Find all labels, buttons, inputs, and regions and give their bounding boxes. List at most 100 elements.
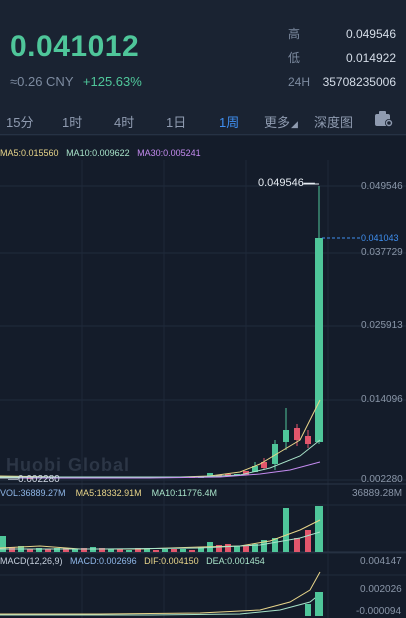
caret-down-icon: ◢ xyxy=(291,119,298,129)
volume-bar xyxy=(261,540,267,552)
candle xyxy=(272,444,278,464)
volume-bar xyxy=(153,550,159,552)
volume-bar xyxy=(27,549,33,552)
volume-bar xyxy=(189,550,195,552)
price-axis-label: 0.049546 xyxy=(361,181,403,192)
macd-legend: MACD(12,26,9) MACD:0.002696 DIF:0.004150… xyxy=(0,556,265,566)
volume-bar xyxy=(54,548,60,552)
vol-label: VOL:36889.27M xyxy=(0,488,66,498)
dea-line xyxy=(0,593,321,616)
vol24-row: 24H 35708235006 xyxy=(288,70,396,94)
volume-bar xyxy=(294,538,300,552)
vol-ma5-label: MA5:18332.91M xyxy=(75,488,142,498)
ma10-label: MA10:0.009622 xyxy=(66,148,130,158)
low-row: 低 0.014922 xyxy=(288,46,396,70)
vol24-value: 35708235006 xyxy=(322,75,396,89)
volume-bar xyxy=(171,549,177,552)
vol-ma5-line xyxy=(0,519,321,550)
high-marker-label: 0.049546— xyxy=(258,177,315,189)
macd-axis-label: 0.004147 xyxy=(360,556,402,567)
low-label: 低 xyxy=(288,51,301,65)
dea-label: DEA:0.001454 xyxy=(206,556,265,566)
candle xyxy=(243,471,249,475)
stats-panel: 高 0.049546 低 0.014922 24H 35708235006 xyxy=(288,22,396,94)
price-axis-label: 0.014096 xyxy=(361,394,403,405)
price-axis-label: 0.002280 xyxy=(361,474,403,485)
volume-bar xyxy=(144,549,150,552)
tab-1day[interactable]: 1日 xyxy=(166,115,187,130)
volume-bars xyxy=(0,506,323,552)
volume-bar xyxy=(272,538,278,552)
macd-bar xyxy=(315,592,323,616)
high-value: 0.049546 xyxy=(345,27,396,41)
chart-settings-button[interactable] xyxy=(374,110,394,131)
tab-depth-chart[interactable]: 深度图 xyxy=(314,115,354,130)
candle xyxy=(225,474,231,476)
timeframe-tabs: 15分 1时 4时 1日 1周 更多◢ 深度图 xyxy=(0,106,406,138)
tab-more-label: 更多 xyxy=(264,115,291,130)
price-subline: ≈0.26 CNY +125.63% xyxy=(10,74,142,89)
cny-value: ≈0.26 CNY xyxy=(10,74,74,89)
ma5-label: MA5:0.015560 xyxy=(0,148,59,158)
volume-bar xyxy=(135,548,141,552)
vol-ma10-label: MA10:11776.4M xyxy=(151,488,217,498)
high-marker-value: 0.049546 xyxy=(258,177,304,189)
low-marker-label: —0.002280 xyxy=(8,474,60,485)
volume-legend: VOL:36889.27M MA5:18332.91M MA10:11776.4… xyxy=(0,488,217,498)
volume-axis-label: 36889.28M xyxy=(352,488,403,499)
low-value: 0.014922 xyxy=(345,51,396,65)
grid-lines xyxy=(0,185,406,576)
macd-axis-label: 0.002026 xyxy=(360,584,402,595)
ma-legend: MA5:0.015560 MA10:0.009622 MA30:0.005241 xyxy=(0,148,201,158)
volume-bar xyxy=(72,549,78,552)
macd-bar xyxy=(305,604,311,616)
macd-label: MACD:0.002696 xyxy=(70,556,137,566)
volume-bar xyxy=(162,549,168,552)
macd-axis-label: -0.000094 xyxy=(356,606,402,617)
ma30-label: MA30:0.005241 xyxy=(137,148,201,158)
dif-line xyxy=(0,571,321,615)
candle xyxy=(261,462,267,468)
volume-bar xyxy=(305,530,311,552)
volume-bar xyxy=(63,548,69,552)
volume-bar xyxy=(180,549,186,552)
volume-bar xyxy=(225,544,231,552)
volume-bar xyxy=(0,536,6,552)
candles xyxy=(0,186,323,479)
settings-camera-icon xyxy=(375,111,393,127)
vol24-label: 24H xyxy=(288,75,311,89)
tab-15min[interactable]: 15分 xyxy=(6,115,34,130)
huobi-watermark: Huobi Global xyxy=(6,455,130,475)
tab-1hour[interactable]: 1时 xyxy=(62,115,83,130)
tab-more[interactable]: 更多◢ xyxy=(264,112,298,131)
volume-bar xyxy=(243,546,249,552)
volume-bar xyxy=(283,508,289,552)
volume-bar xyxy=(36,548,42,552)
price-axis-label: 0.037729 xyxy=(361,247,403,258)
tab-4hour[interactable]: 4时 xyxy=(114,115,135,130)
high-row: 高 0.049546 xyxy=(288,22,396,46)
vertical-grid xyxy=(81,160,329,618)
volume-bar xyxy=(117,549,123,552)
volume-bar xyxy=(45,549,51,552)
current-price-tag: 0.041043 xyxy=(361,233,399,243)
high-label: 高 xyxy=(288,27,301,41)
candle xyxy=(294,428,300,440)
candle xyxy=(252,466,258,472)
dif-label: DIF:0.004150 xyxy=(144,556,199,566)
last-price: 0.041012 xyxy=(10,30,140,63)
candle xyxy=(305,436,311,444)
volume-bar xyxy=(99,548,105,552)
vol-ma10-line xyxy=(0,531,321,550)
candle xyxy=(315,238,323,442)
price-axis-label: 0.025913 xyxy=(361,320,403,331)
volume-bar xyxy=(234,546,240,552)
volume-bar xyxy=(216,545,222,552)
low-marker-value: 0.002280 xyxy=(18,474,60,485)
volume-bar xyxy=(252,544,258,552)
candle xyxy=(207,473,213,477)
macd-params-label: MACD(12,26,9) xyxy=(0,556,63,566)
volume-bar xyxy=(81,548,87,552)
kline-chart-area[interactable] xyxy=(0,136,406,618)
